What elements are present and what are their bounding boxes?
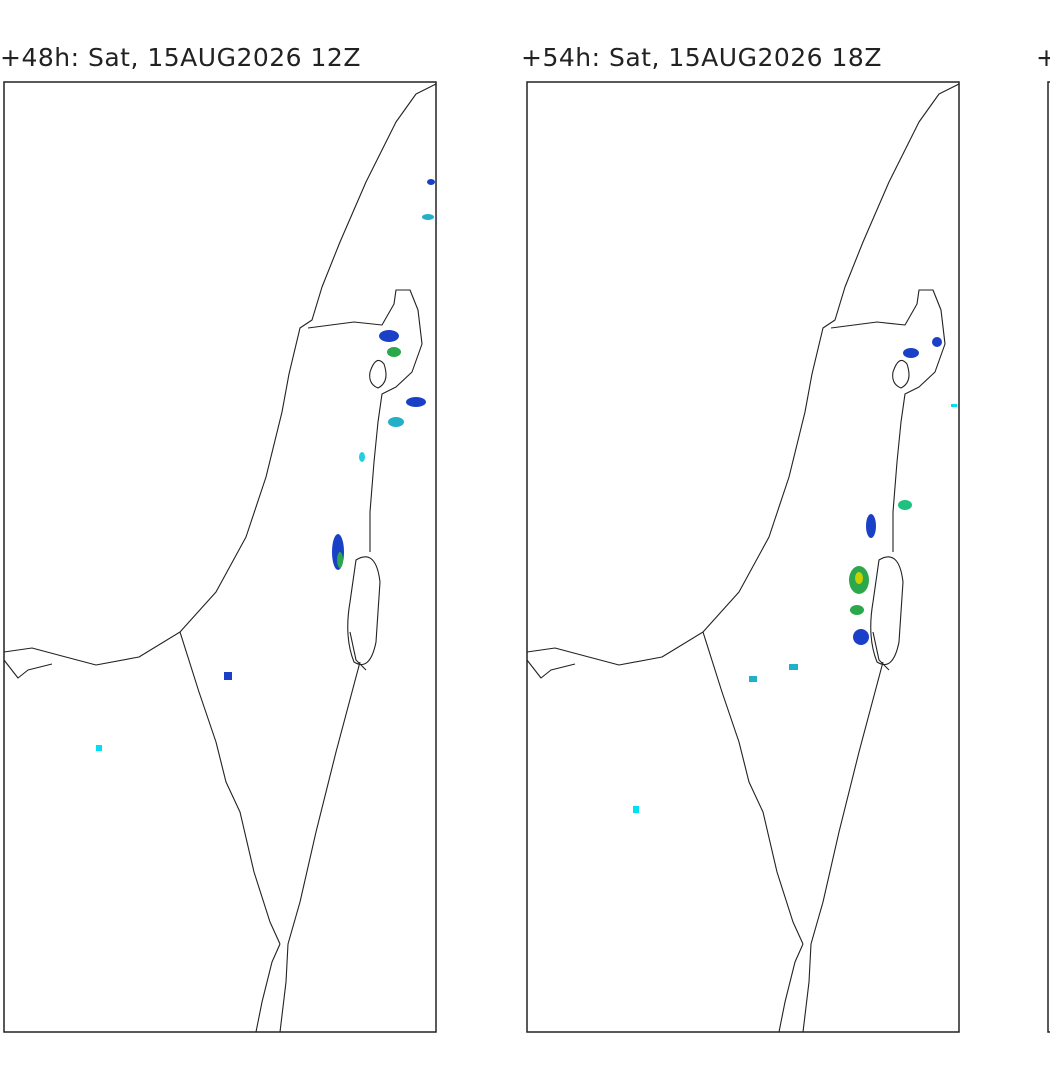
map-panel-2: [526, 81, 960, 1033]
panel-title: +54h: Sat, 15AUG2026 18Z: [521, 43, 882, 72]
map-panel-3: [1047, 81, 1050, 1033]
precip-cells: [633, 337, 957, 813]
panel-title: +: [1036, 43, 1050, 72]
panel-title: +48h: Sat, 15AUG2026 12Z: [0, 43, 361, 72]
map-panel-1: [3, 81, 437, 1033]
precip-cells: [96, 179, 435, 751]
